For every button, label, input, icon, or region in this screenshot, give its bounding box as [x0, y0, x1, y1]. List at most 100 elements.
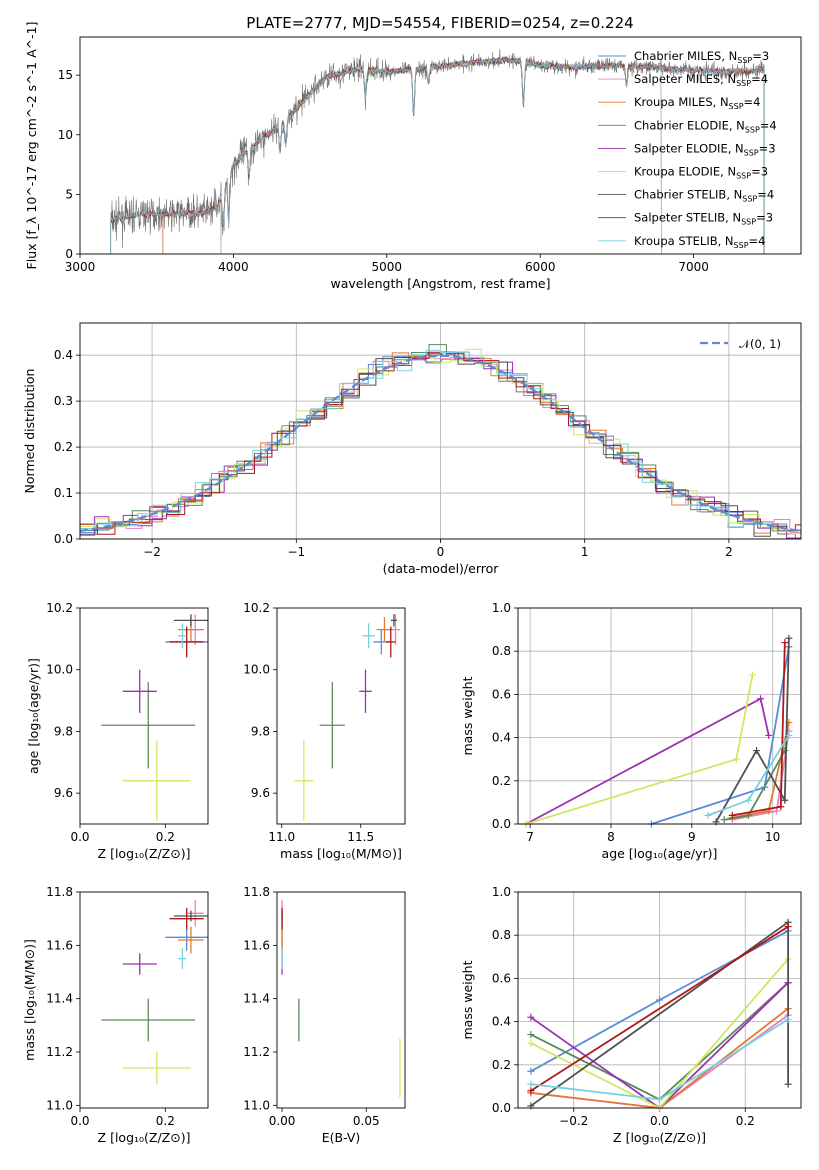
axes-frame	[517, 607, 802, 825]
series-point-marker	[785, 634, 793, 642]
y-tick-label: 15	[58, 68, 73, 82]
x-axis-label: Z [log₁₀(Z/Z⊙)]	[613, 1130, 706, 1145]
legend-entry: Chabrier STELIB, NSSP=4	[634, 188, 774, 204]
age-vs-metallicity-panel: 0.0 0.2 9.6 9.8 10.0 10.2 Z [log₁₀(Z/Z⊙)] age […	[26, 601, 209, 861]
x-tick-label: 5000	[372, 260, 403, 274]
x-tick-label: 0	[437, 545, 445, 559]
y-tick-label: 9.8	[54, 724, 73, 738]
y-tick-label: 10.0	[243, 663, 270, 677]
y-tick-label: 0	[65, 247, 73, 261]
series-point-marker	[785, 731, 793, 739]
y-tick-label: 0.8	[492, 644, 511, 658]
y-tick-label: 11.8	[243, 885, 270, 899]
axes-frame	[79, 607, 209, 825]
series-point-marker	[784, 923, 792, 931]
histogram-step-kroupa-stelib	[79, 349, 801, 539]
model-spectrum-line-chabrier-elodie	[220, 56, 662, 255]
y-tick-label: 11.0	[243, 1098, 270, 1112]
series-point-marker	[527, 1080, 535, 1088]
y-tick-label: 0.6	[492, 687, 511, 701]
x-tick-label: 7000	[678, 260, 709, 274]
series-point-marker	[748, 671, 756, 679]
y-tick-label: 11.4	[243, 992, 270, 1006]
x-axis-label: age [log₁₀(age/yr)]	[602, 846, 718, 861]
y-tick-label: 0.2	[54, 440, 73, 454]
errorbar-point-chabrier-stelib	[173, 910, 208, 922]
legend-entry: 𝒩(0, 1)	[739, 337, 781, 351]
series-point-marker	[527, 1067, 535, 1075]
mass-vs-extinction-panel: 0.00 0.05 11.0 11.2 11.4 11.6 11.8 E(B-V)	[243, 885, 406, 1145]
axes-frame	[517, 891, 802, 1109]
errorbar-point-kroupa-stelib	[178, 623, 187, 649]
errorbar-point-salpeter-elodie	[122, 669, 157, 713]
x-tick-label: 0.05	[353, 1114, 380, 1128]
x-axis-label: mass [log₁₀(M/M⊙)]	[280, 846, 402, 861]
series-point-marker	[744, 796, 752, 804]
x-axis-label: Z [log₁₀(Z/Z⊙)]	[98, 1130, 191, 1145]
x-tick-label: 2	[725, 545, 733, 559]
series-point-marker	[704, 811, 712, 819]
legend-entry: Salpeter ELODIE, NSSP=3	[634, 141, 776, 157]
y-tick-label: 9.6	[54, 786, 73, 800]
legend-entry: Chabrier ELODIE, NSSP=4	[634, 118, 777, 134]
errorbar-point-chabrier-elodie	[101, 998, 196, 1042]
y-tick-label: 0.2	[492, 774, 511, 788]
y-axis-label: mass weight	[460, 960, 475, 1039]
model-spectrum-line-kroupa-elodie	[220, 56, 662, 255]
histogram-step-kroupa-miles	[79, 352, 801, 539]
y-axis-label: mass weight	[460, 676, 475, 755]
x-axis-label: Z [log₁₀(Z/Z⊙)]	[98, 846, 191, 861]
x-tick-label: 0.0	[650, 1114, 669, 1128]
errorbar-point-salpeter-elodie	[359, 669, 372, 713]
y-axis-label: mass [log₁₀(M/M⊙)]	[22, 939, 37, 1061]
y-tick-label: 0.0	[54, 532, 73, 546]
series-point-marker	[527, 1087, 535, 1095]
y-tick-label: 0.8	[492, 928, 511, 942]
series-point-marker	[781, 639, 789, 647]
x-tick-label: 1	[581, 545, 589, 559]
normal-reference-curve	[79, 354, 802, 532]
series-line-salpeter-stelib	[530, 925, 789, 1092]
histogram-step-chabrier-elodie	[79, 344, 801, 540]
errorbar-point-kroupa-stelib	[178, 948, 187, 970]
y-tick-label: 10.2	[243, 601, 270, 615]
y-tick-label: 5	[65, 187, 73, 201]
x-tick-label: 0.0	[70, 830, 89, 844]
y-tick-label: 11.2	[243, 1045, 270, 1059]
x-axis-label: (data-model)/error	[383, 561, 500, 576]
histogram-step-kroupa-elodie	[79, 348, 801, 539]
errorbar-point-salpeter-stelib	[169, 908, 204, 930]
y-tick-label: 11.6	[243, 938, 270, 952]
y-tick-label: 0.4	[492, 731, 511, 745]
x-tick-label: −0.2	[559, 1114, 588, 1128]
y-tick-label: 10.2	[46, 601, 73, 615]
y-tick-label: 0.3	[54, 394, 73, 408]
errorbar-point-salpeter-elodie	[122, 953, 157, 975]
errorbar-point-kroupa-miles	[376, 617, 393, 642]
series-point-marker	[757, 695, 765, 703]
series-line-chabrier-stelib	[715, 638, 790, 823]
errorbar-point-salpeter-stelib	[386, 626, 396, 658]
errorbar-point-kroupa-stelib	[362, 623, 375, 649]
series-point-marker	[728, 811, 736, 819]
y-tick-label: 10.0	[46, 663, 73, 677]
y-axis-label: Flux [f_λ 10^-17 erg cm^-2 s^-1 A^-1]	[24, 22, 39, 270]
legend-entry: Kroupa STELIB, NSSP=4	[634, 234, 765, 250]
x-tick-label: 4000	[218, 260, 249, 274]
errorbar-point-kroupa-miles	[178, 926, 204, 954]
y-tick-label: 0.0	[492, 1101, 511, 1115]
errorbar-point-chabrier-elodie	[101, 682, 196, 769]
y-tick-label: 10	[58, 128, 73, 142]
residual-histogram-panel: −2 −1 0 1 2 0.0 0.1 0.2 0.3 0.4 (data-model)/error…	[22, 322, 802, 576]
x-tick-label: −2	[143, 545, 161, 559]
y-tick-label: 11.8	[46, 885, 73, 899]
series-point-marker	[720, 816, 728, 824]
y-tick-label: 9.8	[251, 724, 270, 738]
series-point-marker	[773, 807, 781, 815]
y-axis-label: age [log₁₀(age/yr)]	[26, 658, 41, 774]
y-tick-label: 11.4	[46, 992, 73, 1006]
x-tick-label: 3000	[65, 260, 96, 274]
mass-vs-metallicity-panel: 0.0 0.2 11.0 11.2 11.4 11.6 11.8 Z [log₁₀(Z/Z⊙)…	[22, 885, 209, 1145]
series-point-marker	[777, 803, 785, 811]
errorbar-point-chabrier-stelib	[173, 614, 208, 627]
